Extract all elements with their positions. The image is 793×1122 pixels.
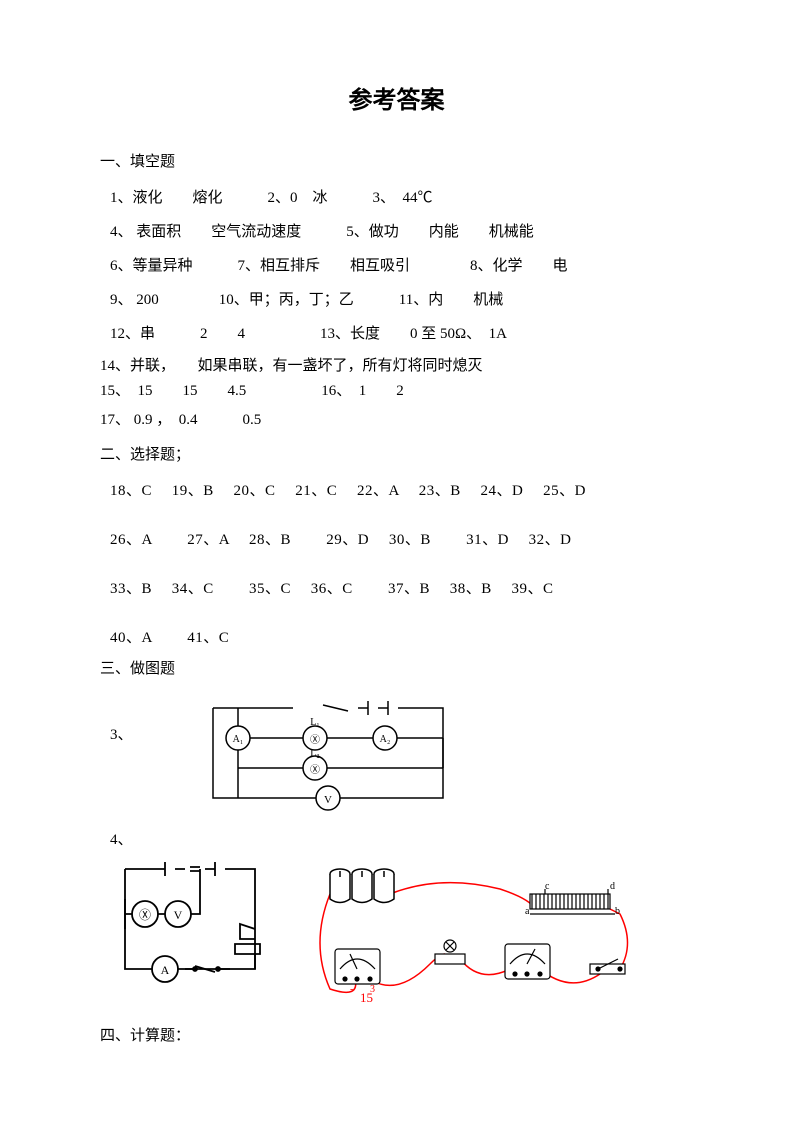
svg-text:A₂: A₂ — [379, 734, 390, 745]
svg-text:Ⓧ: Ⓧ — [139, 908, 151, 922]
q4-label: 4、 — [110, 828, 133, 849]
svg-text:Ⓧ: Ⓧ — [310, 734, 320, 746]
choice-row-4: 40、A 41、C — [110, 626, 693, 647]
page-title: 参考答案 — [100, 80, 693, 115]
choice-row-3: 33、B 34、C 35、C 36、C 37、B 38、B 39、C — [110, 577, 693, 598]
q3-label: 3、 — [110, 723, 133, 744]
answer-line-14: 14、并联， 如果串联，有一盏坏了，所有灯将同时熄灭 — [100, 356, 693, 377]
svg-text:V: V — [324, 794, 332, 806]
svg-text:V: V — [174, 908, 183, 922]
section2-header: 二、选择题； — [100, 443, 693, 464]
section1-header: 一、填空题 — [100, 150, 693, 171]
choice-row-2: 26、A 27、A 28、B 29、D 30、B 31、D 32、D — [110, 528, 693, 549]
svg-text:A: A — [161, 963, 170, 977]
circuit-diagram-4-left: Ⓧ V A — [110, 854, 270, 984]
answer-line-5: 12、串 2 4 13、长度 0 至 50Ω、 1A — [110, 322, 693, 346]
svg-text:A₁: A₁ — [232, 734, 243, 745]
section3-header: 三、做图题 — [100, 657, 693, 678]
answer-line-17: 17、 0.9 ， 0.4 0.5 — [100, 410, 693, 431]
answer-line-2: 4、 表面积 空气流动速度 5、做功 内能 机械能 — [110, 220, 693, 244]
section4-header: 四、计算题： — [100, 1024, 693, 1045]
circuit-diagram-3: A₁ Ⓧ L₁ A₂ Ⓧ L₂ V — [193, 693, 473, 813]
svg-text:a: a — [525, 906, 530, 917]
answer-line-4: 9、 200 10、甲；丙，丁；乙 11、内 机械 — [110, 288, 693, 312]
svg-text:L₂: L₂ — [310, 748, 320, 759]
svg-text:d: d — [610, 881, 615, 892]
svg-text:b: b — [615, 906, 620, 917]
svg-text:L₁: L₁ — [310, 717, 320, 728]
choice-row-1: 18、C 19、B 20、C 21、C 22、A 23、B 24、D 25、D — [110, 479, 693, 500]
answer-line-3: 6、等量异种 7、相互排斥 相互吸引 8、化学 电 — [110, 254, 693, 278]
answer-line-1: 1、液化 熔化 2、0 冰 3、 44℃ — [110, 186, 693, 210]
svg-text:3: 3 — [370, 984, 375, 995]
svg-text:-: - — [350, 984, 353, 995]
svg-text:c: c — [545, 881, 550, 892]
answer-line-15: 15、 15 15 4.5 16、 1 2 — [100, 381, 693, 402]
circuit-diagram-4-right: a b c d — [300, 854, 640, 1004]
svg-text:Ⓧ: Ⓧ — [310, 764, 320, 776]
